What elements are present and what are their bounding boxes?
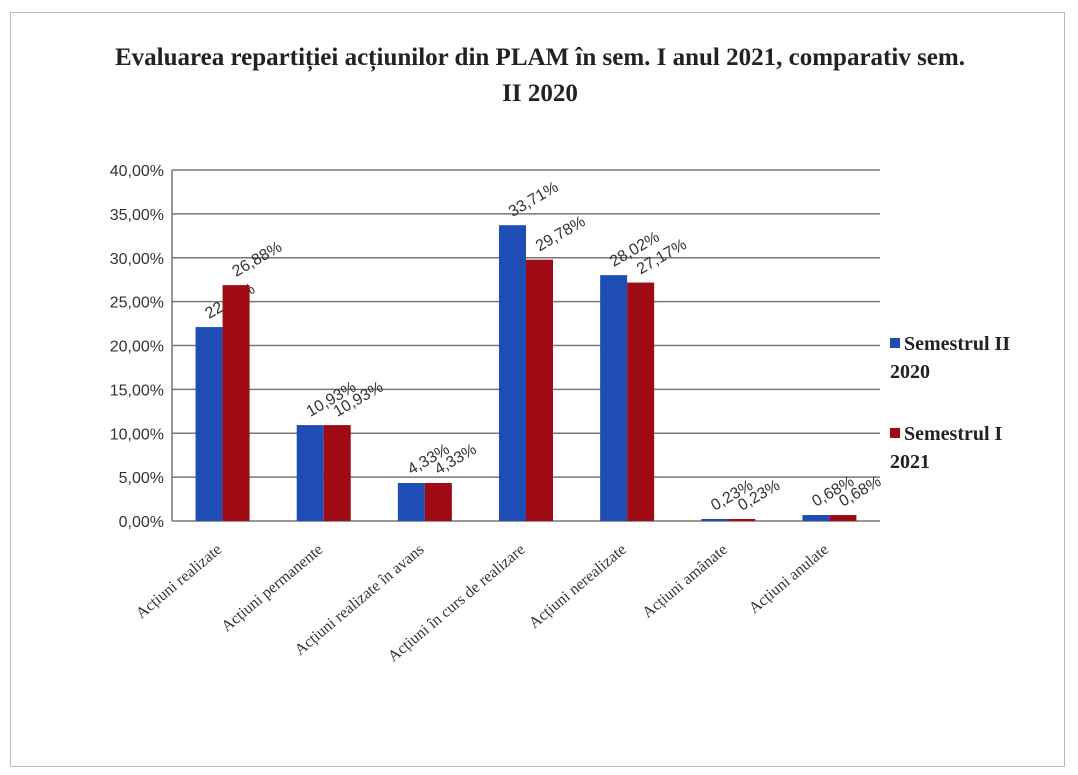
bar bbox=[195, 327, 223, 521]
chart-frame bbox=[10, 12, 1065, 767]
bar bbox=[728, 518, 756, 521]
y-tick-label: 35,00% bbox=[110, 207, 164, 224]
y-tick-label: 10,00% bbox=[110, 426, 164, 443]
legend-label: Semestrul II 2020 bbox=[890, 333, 1011, 383]
bar bbox=[499, 225, 526, 521]
bar bbox=[829, 515, 857, 521]
bar bbox=[397, 483, 425, 521]
x-tick-label: Acțiuni permanente bbox=[218, 541, 326, 635]
bar bbox=[600, 275, 628, 521]
y-tick-label: 0,00% bbox=[119, 514, 164, 531]
bar bbox=[627, 282, 655, 521]
bar bbox=[424, 483, 452, 521]
x-tick-label: Acțiuni nerealizate bbox=[526, 541, 630, 632]
bar bbox=[296, 425, 324, 521]
bar bbox=[802, 515, 830, 521]
chart-title: Evaluarea repartiției acțiunilor din PLA… bbox=[115, 44, 965, 107]
x-tick-label: Acțiuni realizate bbox=[133, 541, 225, 622]
x-tick-label: Acțiuni anulate bbox=[746, 541, 832, 617]
legend-swatch bbox=[890, 428, 900, 438]
legend-label: Semestrul I 2021 bbox=[890, 423, 1003, 473]
legend-entry: Semestrul II 2020 bbox=[890, 330, 1040, 386]
legend-entry: Semestrul I 2021 bbox=[890, 420, 1040, 476]
y-tick-label: 40,00% bbox=[110, 163, 164, 180]
y-tick-label: 5,00% bbox=[119, 470, 164, 487]
bar bbox=[526, 259, 553, 521]
bar bbox=[222, 285, 250, 521]
y-tick-label: 20,00% bbox=[110, 339, 164, 356]
data-label: 29,78% bbox=[533, 213, 588, 255]
data-label: 26,88% bbox=[230, 239, 285, 281]
legend-swatch bbox=[890, 338, 900, 348]
y-tick-label: 15,00% bbox=[110, 382, 164, 399]
bar bbox=[323, 425, 351, 521]
y-tick-label: 25,00% bbox=[110, 295, 164, 312]
bar bbox=[701, 518, 729, 521]
y-tick-label: 30,00% bbox=[110, 251, 164, 268]
x-tick-label: Acțiuni amânate bbox=[639, 541, 731, 622]
